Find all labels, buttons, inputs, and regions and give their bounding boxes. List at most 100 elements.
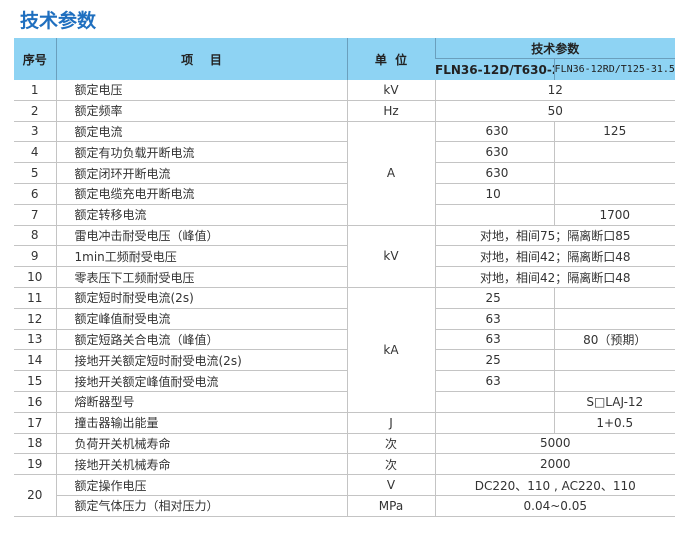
row-no: 15 bbox=[14, 370, 56, 392]
row-no: 3 bbox=[14, 121, 56, 143]
row-unit: kV bbox=[346, 225, 435, 288]
row-value-1: 63 bbox=[434, 308, 554, 330]
row-no: 9 bbox=[14, 245, 56, 268]
table-row: 17 撞击器输出能量 J 1+0.5 bbox=[14, 412, 676, 434]
row-no: 16 bbox=[14, 391, 56, 413]
row-item: 额定转移电流 bbox=[55, 204, 347, 226]
row-item: 1min工频耐受电压 bbox=[55, 245, 347, 268]
header-unit: 单 位 bbox=[346, 38, 435, 80]
row-item: 额定气体压力（相对压力） bbox=[55, 495, 347, 517]
row-item: 零表压下工频耐受电压 bbox=[55, 266, 347, 288]
row-value-2 bbox=[553, 349, 676, 372]
table-row: 18 负荷开关机械寿命次 5000 bbox=[14, 433, 676, 455]
table-row: 6 额定电缆充电开断电流 10 bbox=[14, 183, 676, 205]
tech-params-table: 序号 项 目 单 位 技术参数 FLN36-12D/T630-25 FLN36-… bbox=[14, 38, 676, 517]
row-no: 5 bbox=[14, 162, 56, 184]
table-row: 1 额定电压 kV 12 bbox=[14, 80, 676, 101]
row-no: 6 bbox=[14, 183, 56, 205]
row-unit: kV bbox=[346, 80, 435, 101]
table-row: 额定气体压力（相对压力） MPa 0.04~0.05 bbox=[14, 495, 676, 517]
table-row: 2 额定频率 Hz 50 bbox=[14, 100, 676, 122]
row-no: 18 bbox=[14, 433, 56, 455]
row-value-2 bbox=[553, 370, 676, 392]
row-no: 17 bbox=[14, 412, 56, 434]
table-row: 11 额定短时耐受电流(2s) kA 25 bbox=[14, 287, 676, 413]
row-no: 14 bbox=[14, 349, 56, 372]
table-row: 4 额定有功负载开断电流 630 bbox=[14, 141, 676, 164]
header-item: 项 目 bbox=[55, 38, 347, 80]
row-value-2 bbox=[553, 287, 676, 309]
row-item: 额定频率 bbox=[55, 100, 347, 122]
page-title: 技术参数 bbox=[20, 10, 97, 32]
row-no: 8 bbox=[14, 225, 56, 247]
table-row: 14 接地开关额定短时耐受电流(2s) 25 bbox=[14, 349, 676, 372]
row-item: 额定峰值耐受电流 bbox=[55, 308, 347, 330]
row-value-2: S□LAJ-12 bbox=[553, 391, 676, 413]
row-value: 0.04~0.05 bbox=[434, 495, 676, 517]
table-row: 10 零表压下工频耐受电压 对地，相间42；隔离断口48 bbox=[14, 266, 676, 288]
row-value-1 bbox=[434, 391, 554, 413]
row-unit: V bbox=[346, 474, 435, 496]
row-unit: A bbox=[346, 121, 435, 226]
row-unit: MPa bbox=[346, 495, 435, 517]
row-item: 额定有功负载开断电流 bbox=[55, 141, 347, 164]
row-no: 20 bbox=[14, 474, 56, 517]
table-row: 7 额定转移电流 1700 bbox=[14, 204, 676, 226]
row-item: 熔断器型号 bbox=[55, 391, 347, 413]
row-no: 2 bbox=[14, 100, 56, 122]
table-row: 15 接地开关额定峰值耐受电流 63 bbox=[14, 370, 676, 392]
row-value-2 bbox=[553, 308, 676, 330]
row-no: 13 bbox=[14, 329, 56, 351]
row-value-1: 25 bbox=[434, 287, 554, 309]
row-value-1: 630 bbox=[434, 121, 554, 143]
row-value-2: 1+0.5 bbox=[553, 412, 676, 434]
row-value-2: 80（预期） bbox=[553, 329, 676, 351]
row-value: 50 bbox=[434, 100, 676, 122]
row-item: 额定电流 bbox=[55, 121, 347, 143]
header-model-1: FLN36-12D/T630-25 bbox=[435, 58, 554, 80]
row-value: DC220、110 , AC220、110 bbox=[434, 474, 676, 496]
row-no: 4 bbox=[14, 141, 56, 164]
row-item: 额定短路关合电流（峰值） bbox=[55, 329, 347, 351]
row-item: 接地开关额定短时耐受电流(2s) bbox=[55, 349, 347, 372]
row-value-1: 25 bbox=[434, 349, 554, 372]
row-item: 接地开关额定峰值耐受电流 bbox=[55, 370, 347, 392]
row-item: 额定短时耐受电流(2s) bbox=[55, 287, 347, 309]
table-row: 3 额定电流 A 630 125 bbox=[14, 121, 676, 226]
row-item: 额定操作电压 bbox=[55, 474, 347, 496]
row-value-2 bbox=[553, 141, 676, 164]
row-item: 负荷开关机械寿命 bbox=[55, 433, 347, 455]
row-item: 撞击器输出能量 bbox=[55, 412, 347, 434]
row-unit: Hz bbox=[346, 100, 435, 122]
table-row: 8 雷电冲击耐受电压（峰值） kV 对地，相间75；隔离断口85 bbox=[14, 225, 676, 288]
row-item: 额定电缆充电开断电流 bbox=[55, 183, 347, 205]
row-value-2 bbox=[553, 183, 676, 205]
table-row: 13 额定短路关合电流（峰值） 63 80（预期） bbox=[14, 329, 676, 351]
table-row: 5 额定闭环开断电流 630 bbox=[14, 162, 676, 184]
row-value: 对地，相间75；隔离断口85 bbox=[434, 225, 676, 247]
table-row: 20 额定操作电压 V DC220、110 , AC220、110 bbox=[14, 474, 676, 517]
table-row: 9 1min工频耐受电压 对地，相间42；隔离断口48 bbox=[14, 245, 676, 268]
row-unit: kA bbox=[346, 287, 435, 413]
row-value-1: 630 bbox=[434, 141, 554, 164]
table-row: 12 额定峰值耐受电流 63 bbox=[14, 308, 676, 330]
row-value-2 bbox=[553, 162, 676, 184]
row-value: 对地，相间42；隔离断口48 bbox=[434, 245, 676, 268]
table-row: 16 熔断器型号 S□LAJ-12 bbox=[14, 391, 676, 413]
row-value-2: 1700 bbox=[553, 204, 676, 226]
row-unit: 次 bbox=[346, 453, 435, 476]
row-no: 12 bbox=[14, 308, 56, 330]
row-no: 10 bbox=[14, 266, 56, 288]
row-value-1: 630 bbox=[434, 162, 554, 184]
row-value: 5000 bbox=[434, 433, 676, 455]
row-no: 1 bbox=[14, 80, 56, 101]
header-model-2: FLN36-12RD/T125-31.5 bbox=[553, 58, 676, 80]
row-value-1: 63 bbox=[434, 329, 554, 351]
table-row: 19 接地开关机械寿命次 2000 bbox=[14, 453, 676, 476]
row-value-1 bbox=[434, 204, 554, 226]
row-unit: 次 bbox=[346, 433, 435, 455]
header-params: 技术参数 bbox=[434, 38, 676, 59]
row-no: 7 bbox=[14, 204, 56, 226]
row-item: 额定闭环开断电流 bbox=[55, 162, 347, 184]
row-item: 接地开关机械寿命 bbox=[55, 453, 347, 476]
